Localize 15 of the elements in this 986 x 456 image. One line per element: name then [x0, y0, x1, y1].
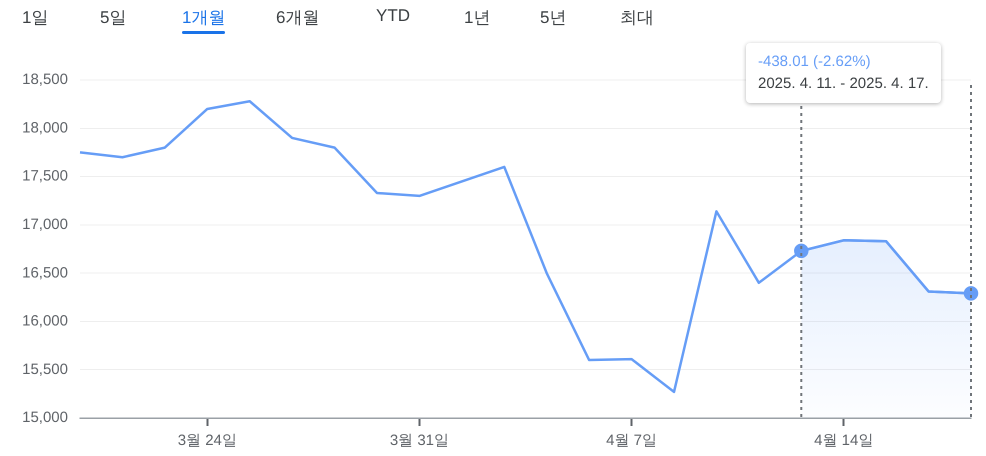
- y-tick-label: 16,500: [22, 264, 68, 282]
- y-tick-label: 17,500: [22, 168, 68, 185]
- x-tick-label: 4월 7일: [606, 432, 657, 450]
- range-tabs: 1일 5일 1개월 6개월 YTD 1년 5년 최대: [0, 0, 986, 40]
- annotation: 2025. 4. 11. - 2025. 4. 17.: [758, 74, 929, 94]
- x-tick-label: 4월 14일: [814, 432, 874, 450]
- y-tick-label: 15,500: [22, 360, 68, 378]
- y-tick-label: 17,000: [22, 216, 68, 233]
- x-tick-label: 3월 31일: [390, 432, 450, 450]
- y-tick-label: 18,500: [22, 71, 68, 88]
- y-tick-label: 15,000: [22, 409, 68, 426]
- y-tick-label: 18,000: [22, 119, 68, 136]
- text: -438.01 (-2.62%): [758, 52, 872, 72]
- y-tick-label: 16,000: [22, 312, 68, 330]
- x-tick-label: 3월 24일: [178, 432, 237, 450]
